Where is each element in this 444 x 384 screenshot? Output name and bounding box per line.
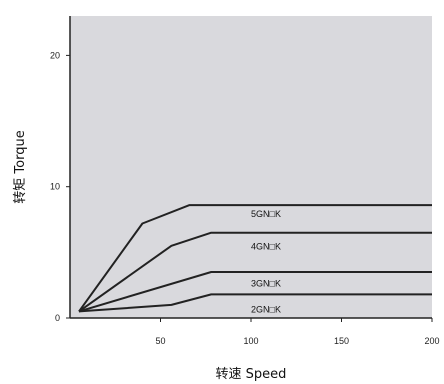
series-line-3gnk [78, 271, 432, 313]
y-tick-label-10: 10 [50, 182, 60, 192]
x-axis-label: 转速 Speed [216, 367, 287, 382]
y-tick-label-0: 0 [55, 313, 60, 323]
series-labels: 5GN□K 4GN□K 3GN□K 2GN□K [251, 209, 281, 315]
series-label-3gnk: 3GN□K [251, 278, 281, 288]
x-tick-label-200: 200 [424, 336, 439, 346]
series-lines [78, 204, 432, 313]
series-label-2gnk: 2GN□K [251, 305, 281, 315]
y-tick-label-20: 20 [50, 50, 60, 60]
series-line-4gnk [78, 231, 432, 313]
series-line-5gnk [78, 204, 432, 312]
series-label-5gnk: 5GN□K [251, 209, 281, 219]
y-axis-label: 转矩 Torque [13, 130, 28, 203]
x-tick-label-100: 100 [243, 336, 258, 346]
series-label-4gnk: 4GN□K [251, 242, 281, 252]
plot-area [70, 16, 432, 318]
x-tick-label-150: 150 [334, 336, 349, 346]
series-line-2gnk [78, 293, 432, 313]
tick-marks: 50 100 150 200 0 10 20 [50, 50, 440, 346]
x-tick-label-50: 50 [155, 336, 165, 346]
